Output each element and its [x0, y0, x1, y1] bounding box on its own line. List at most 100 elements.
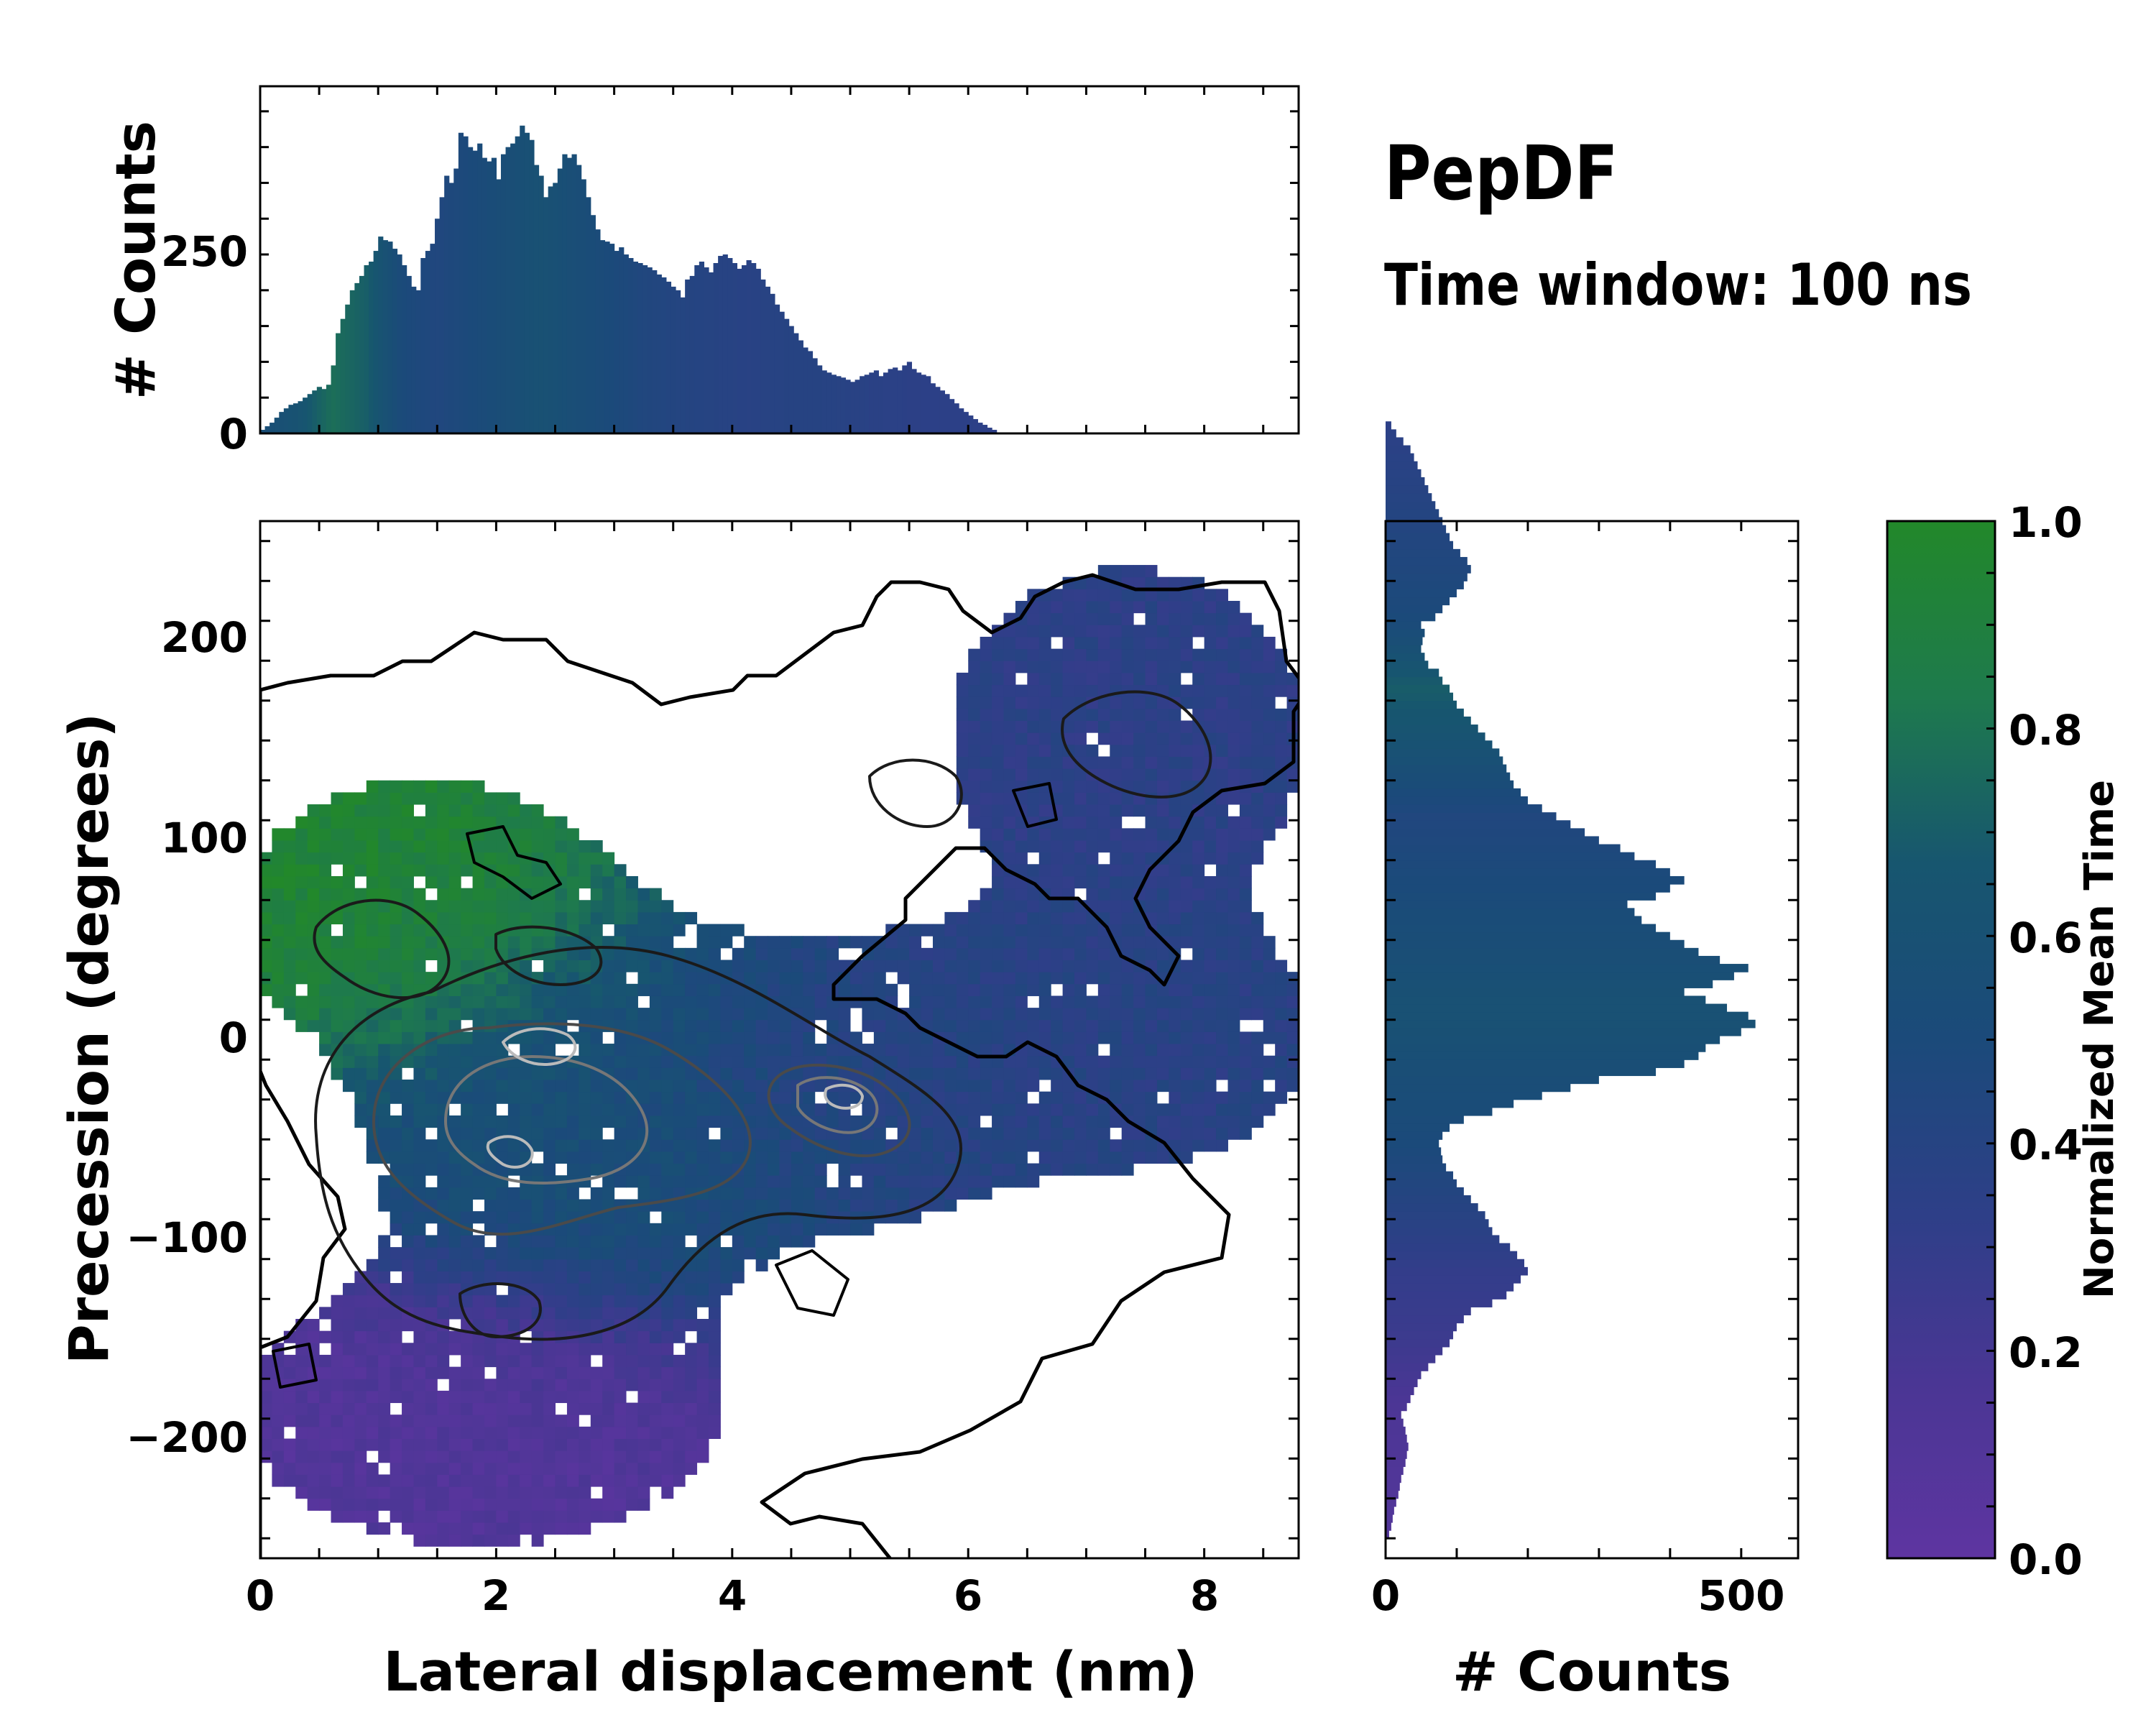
- heatmap-cell: [1239, 1067, 1252, 1080]
- heatmap-cell: [1121, 756, 1134, 769]
- top-histogram-bar: [765, 286, 770, 433]
- right-histogram-bar: [1386, 525, 1447, 534]
- heatmap-cell: [1180, 1151, 1193, 1164]
- heatmap-cell: [1263, 708, 1276, 721]
- heatmap-cell: [956, 768, 969, 781]
- top-histogram-bar: [562, 154, 568, 433]
- top-histogram-bar: [557, 168, 563, 434]
- heatmap-cell: [1227, 1080, 1240, 1092]
- heatmap-cell: [590, 1127, 603, 1140]
- top-histogram-bar: [760, 279, 766, 433]
- heatmap-cell: [1239, 661, 1252, 673]
- heatmap-cell: [484, 1211, 497, 1224]
- heatmap-cell: [319, 1008, 332, 1021]
- heatmap-cell: [838, 1115, 851, 1128]
- heatmap-cell: [1204, 708, 1217, 721]
- heatmap-cell: [366, 1031, 379, 1044]
- heatmap-cell: [378, 1139, 391, 1152]
- heatmap-cell: [626, 1223, 638, 1236]
- right-histogram-bar: [1386, 421, 1391, 430]
- heatmap-cell: [543, 911, 556, 925]
- heatmap-cell: [826, 1199, 839, 1212]
- heatmap-cell: [1074, 661, 1087, 673]
- heatmap-cell: [579, 1067, 591, 1080]
- heatmap-cell: [909, 1031, 922, 1044]
- heatmap-cell: [1204, 900, 1217, 913]
- heatmap-cell: [637, 1175, 650, 1188]
- top-histogram-bar: [496, 179, 502, 433]
- top-histogram-bar: [520, 125, 525, 433]
- heatmap-cell: [1145, 804, 1158, 817]
- heatmap-cell: [626, 1426, 638, 1439]
- heatmap-cell: [295, 936, 308, 949]
- heatmap-cell: [484, 1522, 497, 1535]
- heatmap-cell: [1121, 708, 1134, 721]
- heatmap-cell: [685, 1414, 698, 1427]
- heatmap-cell: [272, 1426, 285, 1439]
- heatmap-cell: [472, 1522, 485, 1535]
- heatmap-cell: [1192, 1008, 1205, 1021]
- heatmap-cell: [661, 1008, 674, 1021]
- right-histogram-bar: [1386, 764, 1507, 773]
- heatmap-cell: [484, 1379, 497, 1392]
- heatmap-cell: [720, 1127, 733, 1140]
- heatmap-cell: [260, 875, 272, 889]
- heatmap-cell: [1074, 1044, 1087, 1057]
- heatmap-cell: [531, 816, 544, 829]
- heatmap-cell: [272, 972, 285, 985]
- main-xtick-4: 4: [718, 1571, 747, 1620]
- heatmap-cell: [708, 983, 721, 996]
- heatmap-cell: [708, 1259, 721, 1271]
- right-histogram-bar: [1386, 1291, 1507, 1300]
- heatmap-cell: [1156, 744, 1169, 757]
- heatmap-cell: [531, 1450, 544, 1463]
- heatmap-cell: [980, 1031, 992, 1044]
- heatmap-cell: [425, 1271, 438, 1284]
- top-histogram-bar: [298, 401, 303, 433]
- heatmap-cell: [461, 1008, 474, 1021]
- heatmap-cell: [307, 1402, 320, 1415]
- heatmap-cell: [1216, 1044, 1228, 1057]
- heatmap-cell: [956, 1187, 969, 1200]
- top-histogram-bar: [718, 256, 724, 433]
- heatmap-cell: [378, 947, 391, 960]
- heatmap-cell: [1239, 744, 1252, 757]
- heatmap-cell: [484, 1103, 497, 1116]
- heatmap-cell: [1204, 1044, 1217, 1057]
- heatmap-cell: [1003, 924, 1016, 937]
- right-histogram-bar: [1386, 1107, 1493, 1116]
- heatmap-cell: [354, 1044, 367, 1057]
- heatmap-cell: [1251, 732, 1264, 745]
- heatmap-cell: [448, 1450, 461, 1463]
- heatmap-cell: [1051, 864, 1064, 877]
- heatmap-cell: [909, 983, 922, 996]
- heatmap-cell: [472, 983, 485, 996]
- right-histogram-bar: [1386, 1011, 1749, 1021]
- heatmap-cell: [614, 947, 627, 960]
- heatmap-cell: [1062, 625, 1075, 638]
- heatmap-cell: [1110, 744, 1123, 757]
- heatmap-cell: [649, 1319, 662, 1332]
- heatmap-cell: [472, 1510, 485, 1523]
- heatmap-cell: [1015, 720, 1028, 733]
- heatmap-cell: [1180, 840, 1193, 853]
- heatmap-cell: [531, 1330, 544, 1343]
- heatmap-cell: [661, 1450, 674, 1463]
- heatmap-cell: [1121, 983, 1134, 996]
- heatmap-cell: [968, 684, 981, 697]
- heatmap-cell: [1169, 1067, 1181, 1080]
- heatmap-cell: [413, 1247, 426, 1260]
- heatmap-cell: [425, 936, 438, 949]
- heatmap-cell: [507, 1366, 520, 1379]
- heatmap-cell: [354, 1474, 367, 1487]
- heatmap-cell: [1074, 960, 1087, 972]
- right-histogram-bar: [1386, 645, 1422, 653]
- heatmap-cell: [331, 1008, 344, 1021]
- heatmap-cell: [1169, 1115, 1181, 1128]
- heatmap-cell: [1227, 1091, 1240, 1104]
- heatmap-cell: [520, 1522, 533, 1535]
- heatmap-cell: [708, 1091, 721, 1104]
- heatmap-cell: [897, 936, 910, 949]
- heatmap-cell: [779, 983, 792, 996]
- heatmap-cell: [1156, 1080, 1169, 1092]
